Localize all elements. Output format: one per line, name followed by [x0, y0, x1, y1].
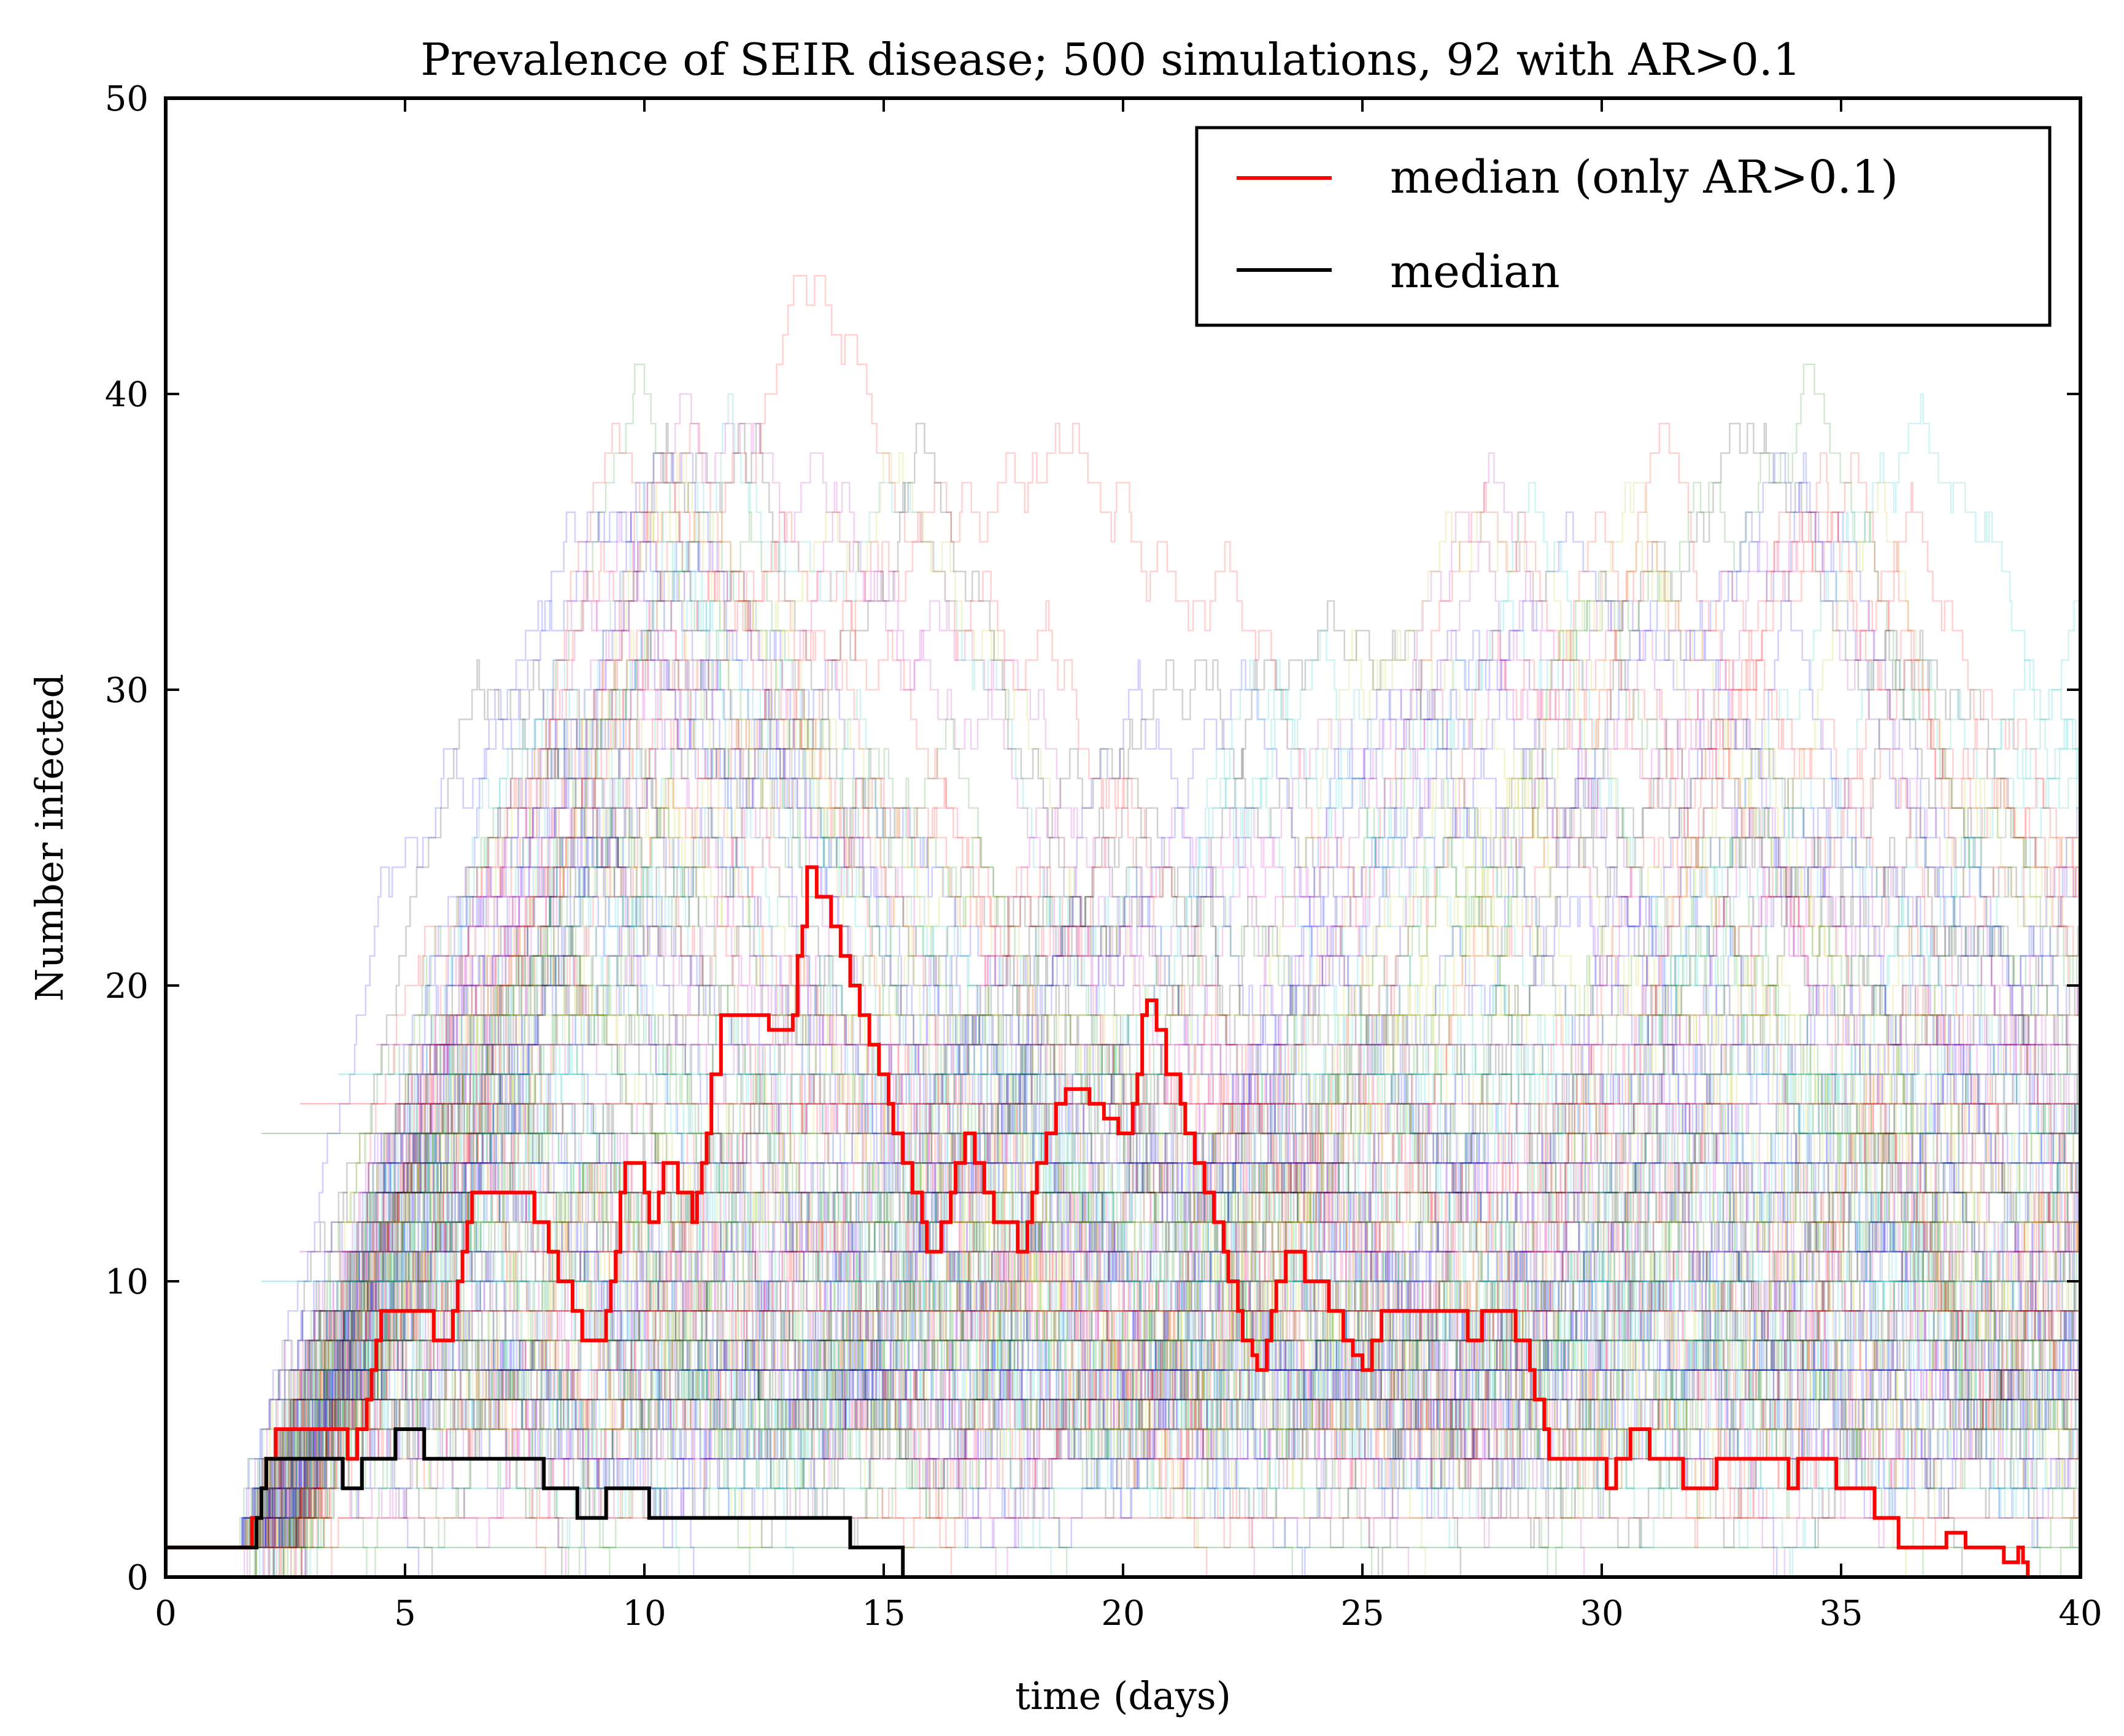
y-tick-label: 20 [105, 966, 149, 1006]
y-tick-label: 30 [105, 671, 149, 711]
x-tick-label: 30 [1580, 1594, 1623, 1634]
legend-label-median-ar: median (only AR>0.1) [1390, 151, 1898, 204]
y-tick-label: 10 [105, 1262, 149, 1302]
x-tick-label: 40 [2058, 1594, 2102, 1634]
x-tick-label: 5 [394, 1594, 416, 1634]
chart-title: Prevalence of SEIR disease; 500 simulati… [420, 34, 1801, 85]
x-tick-label: 15 [862, 1594, 905, 1634]
legend: median (only AR>0.1) median [1197, 128, 2050, 325]
y-tick-label: 0 [126, 1558, 149, 1598]
legend-label-median: median [1390, 245, 1560, 298]
x-tick-label: 25 [1340, 1594, 1384, 1634]
x-tick-label: 35 [1819, 1594, 1863, 1634]
y-tick-label: 50 [105, 79, 149, 119]
y-axis-label: Number infected [27, 674, 72, 1001]
x-tick-label: 20 [1101, 1594, 1145, 1634]
y-tick-label: 40 [105, 375, 149, 415]
x-tick-label: 0 [155, 1594, 177, 1634]
x-tick-label: 10 [622, 1594, 666, 1634]
x-axis-label: time (days) [1015, 1673, 1231, 1718]
